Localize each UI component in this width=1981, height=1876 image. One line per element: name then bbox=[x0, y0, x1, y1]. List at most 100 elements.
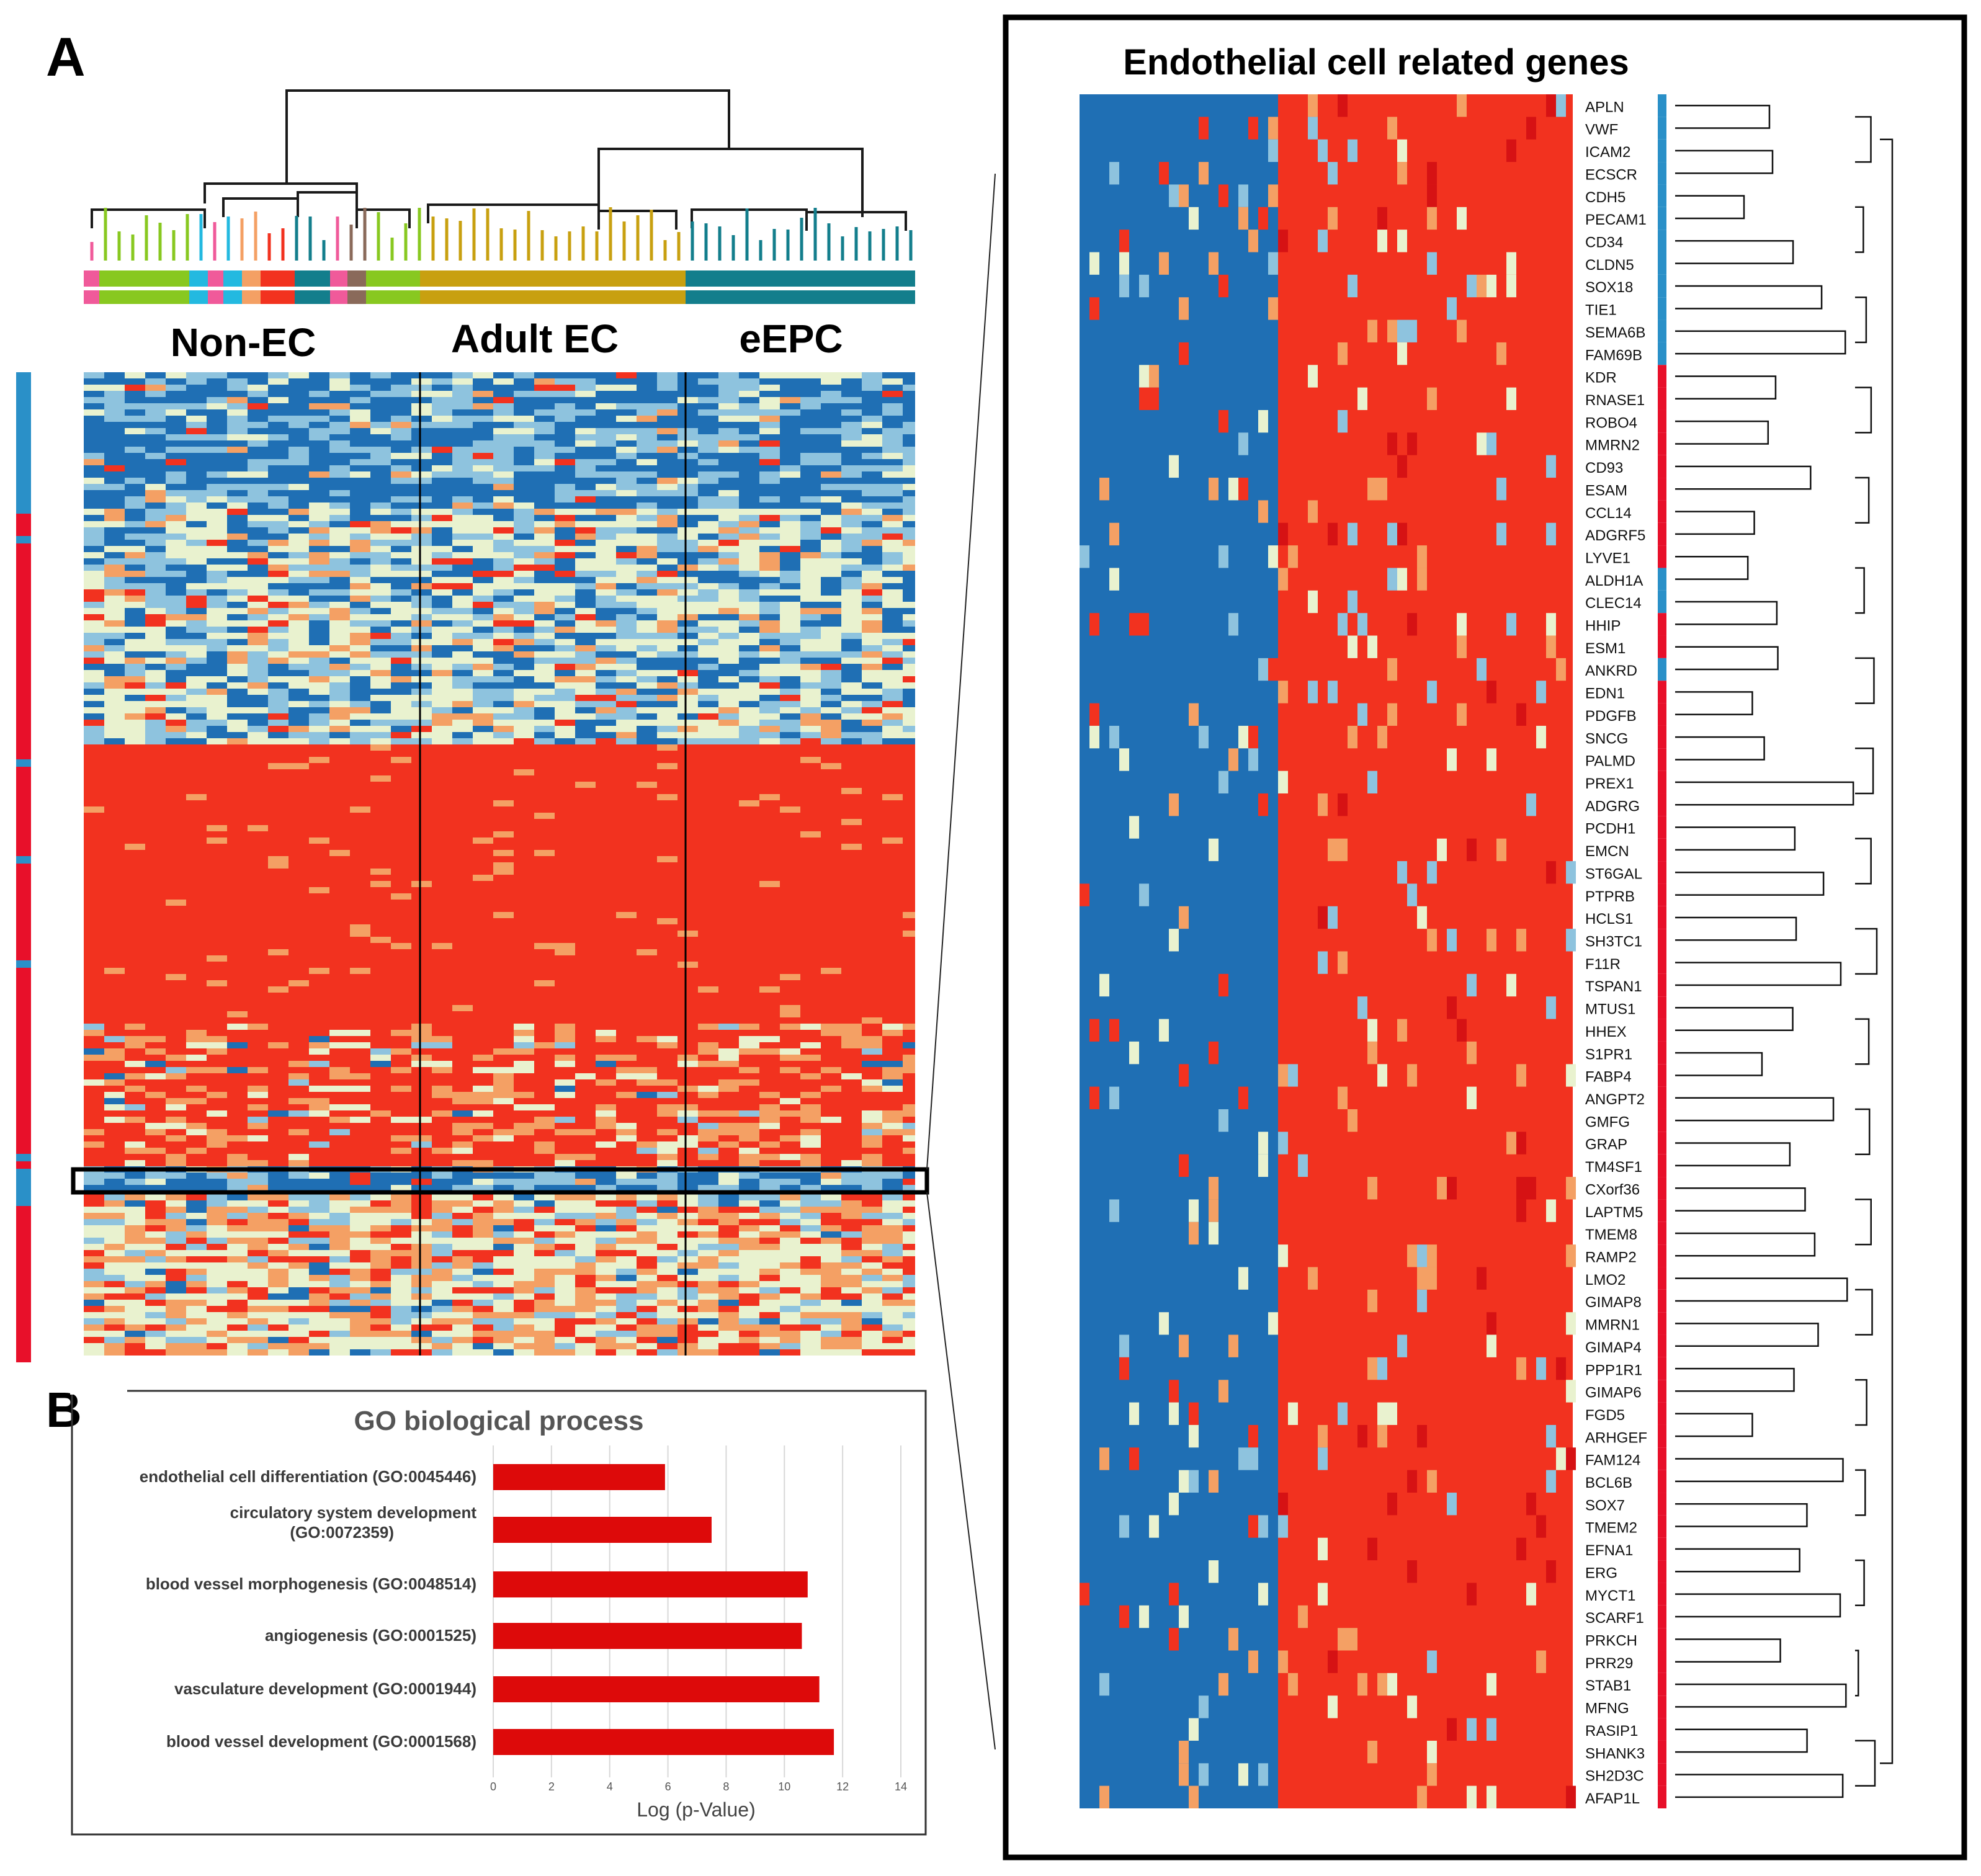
heatmap-cell bbox=[596, 1086, 616, 1092]
heatmap-cell bbox=[555, 924, 575, 931]
heatmap-cell bbox=[186, 639, 207, 645]
heatmap-cell bbox=[514, 813, 534, 819]
heatmap-cell bbox=[452, 850, 473, 856]
heatmap-cell bbox=[473, 1098, 493, 1104]
heatmap-cell bbox=[677, 1030, 698, 1036]
heatmap-cell bbox=[596, 682, 616, 689]
heatmap-cell bbox=[575, 651, 596, 658]
heatmap-cell bbox=[657, 434, 677, 440]
heatmap-cell bbox=[718, 409, 739, 416]
heatmap-cell bbox=[841, 546, 862, 552]
heatmap-cell bbox=[145, 1030, 166, 1036]
heatmap-cell bbox=[555, 838, 575, 844]
heatmap-cell bbox=[555, 831, 575, 838]
heatmap-cell bbox=[514, 838, 534, 844]
heatmap-cell bbox=[288, 509, 309, 515]
heatmap-cell bbox=[227, 527, 248, 534]
heatmap-cell bbox=[166, 875, 186, 881]
heatmap-cell bbox=[739, 627, 759, 633]
heatmap-cell bbox=[821, 565, 841, 571]
heatmap-cell bbox=[473, 509, 493, 515]
heatmap-cell bbox=[862, 881, 882, 887]
heatmap-cell bbox=[207, 577, 227, 583]
heatmap-cell bbox=[657, 1048, 677, 1055]
heatmap-cell bbox=[780, 447, 800, 453]
heatmap-cell bbox=[166, 391, 186, 397]
heatmap-cell bbox=[288, 496, 309, 502]
heatmap-cell bbox=[166, 633, 186, 639]
heatmap-cell bbox=[391, 558, 411, 565]
heatmap-cell bbox=[309, 881, 329, 887]
heatmap-cell bbox=[657, 645, 677, 651]
heatmap-cell bbox=[555, 1098, 575, 1104]
heatmap-cell bbox=[186, 397, 207, 403]
heatmap-cell bbox=[145, 794, 166, 800]
heatmap-cell bbox=[186, 689, 207, 695]
heatmap-cell bbox=[657, 478, 677, 484]
heatmap-cell bbox=[616, 713, 637, 720]
heatmap-cell bbox=[862, 453, 882, 459]
heatmap-cell bbox=[718, 720, 739, 726]
heatmap-cell bbox=[84, 571, 104, 577]
heatmap-cell bbox=[411, 428, 432, 434]
heatmap-cell bbox=[268, 403, 288, 409]
heatmap-cell bbox=[637, 527, 657, 534]
heatmap-cell bbox=[555, 937, 575, 943]
heatmap-cell bbox=[596, 906, 616, 912]
heatmap-cell bbox=[698, 931, 718, 937]
heatmap-cell bbox=[677, 645, 698, 651]
heatmap-cell bbox=[780, 440, 800, 447]
heatmap-cell bbox=[575, 875, 596, 881]
heatmap-cell bbox=[493, 980, 514, 986]
heatmap-cell bbox=[350, 850, 370, 856]
heatmap-cell bbox=[104, 999, 125, 1005]
heatmap-cell bbox=[411, 906, 432, 912]
heatmap-cell bbox=[862, 440, 882, 447]
heatmap-cell bbox=[596, 583, 616, 589]
heatmap-cell bbox=[473, 819, 493, 825]
heatmap-cell bbox=[288, 943, 309, 949]
group-label-eepc: eEPC bbox=[739, 316, 843, 361]
heatmap-cell bbox=[575, 769, 596, 775]
heatmap-cell bbox=[391, 409, 411, 416]
heatmap-cell bbox=[329, 434, 350, 440]
heatmap-cell bbox=[186, 900, 207, 906]
heatmap-cell bbox=[841, 372, 862, 378]
heatmap-cell bbox=[555, 862, 575, 869]
heatmap-cell bbox=[657, 887, 677, 893]
heatmap-cell bbox=[534, 484, 555, 490]
heatmap-cell bbox=[698, 800, 718, 806]
heatmap-cell bbox=[698, 502, 718, 509]
heatmap-cell bbox=[882, 1042, 903, 1048]
heatmap-cell bbox=[575, 534, 596, 540]
heatmap-cell bbox=[759, 980, 780, 986]
heatmap-cell bbox=[370, 676, 391, 682]
heatmap-cell bbox=[104, 1110, 125, 1117]
heatmap-cell bbox=[493, 838, 514, 844]
heatmap-cell bbox=[432, 1048, 452, 1055]
heatmap-cell bbox=[800, 1061, 821, 1067]
heatmap-cell bbox=[145, 726, 166, 732]
heatmap-cell bbox=[391, 1086, 411, 1092]
heatmap-cell bbox=[268, 385, 288, 391]
heatmap-cell bbox=[145, 720, 166, 726]
heatmap-cell bbox=[493, 695, 514, 701]
heatmap-cell bbox=[411, 409, 432, 416]
heatmap-cell bbox=[125, 707, 145, 713]
heatmap-cell bbox=[759, 645, 780, 651]
heatmap-cell bbox=[821, 856, 841, 862]
heatmap-cell bbox=[432, 608, 452, 614]
heatmap-cell bbox=[268, 732, 288, 738]
heatmap-cell bbox=[411, 478, 432, 484]
heatmap-cell bbox=[841, 1092, 862, 1098]
heatmap-cell bbox=[84, 825, 104, 831]
heatmap-cell bbox=[288, 502, 309, 509]
heatmap-cell bbox=[329, 633, 350, 639]
heatmap-cell bbox=[862, 707, 882, 713]
heatmap-cell bbox=[575, 416, 596, 422]
heatmap-cell bbox=[268, 1055, 288, 1061]
heatmap-cell bbox=[637, 1042, 657, 1048]
heatmap-cell bbox=[227, 856, 248, 862]
heatmap-cell bbox=[268, 651, 288, 658]
heatmap-cell bbox=[657, 502, 677, 509]
